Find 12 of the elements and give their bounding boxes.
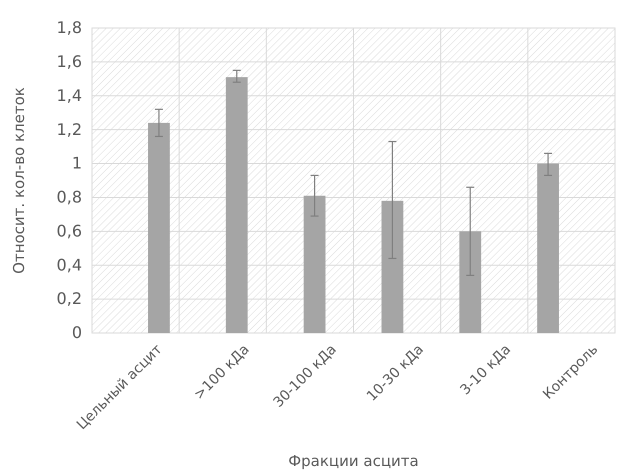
y-tick-label: 0,2 — [56, 289, 82, 308]
y-tick-label: 0,8 — [56, 188, 82, 207]
y-tick-label: 1,8 — [56, 18, 82, 38]
y-axis-title: Относит. кол-во клеток — [10, 87, 28, 274]
y-tick-label: 1 — [72, 154, 82, 173]
y-tick-label: 0 — [72, 323, 82, 342]
y-tick-label: 1,2 — [56, 120, 82, 139]
y-tick-label: 0,4 — [56, 255, 82, 274]
y-tick-label: 1,6 — [56, 52, 82, 72]
y-tick-label: 1,4 — [56, 86, 82, 105]
y-tick-label: 0,6 — [56, 221, 82, 240]
x-axis-title: Фракции асцита — [288, 452, 419, 470]
